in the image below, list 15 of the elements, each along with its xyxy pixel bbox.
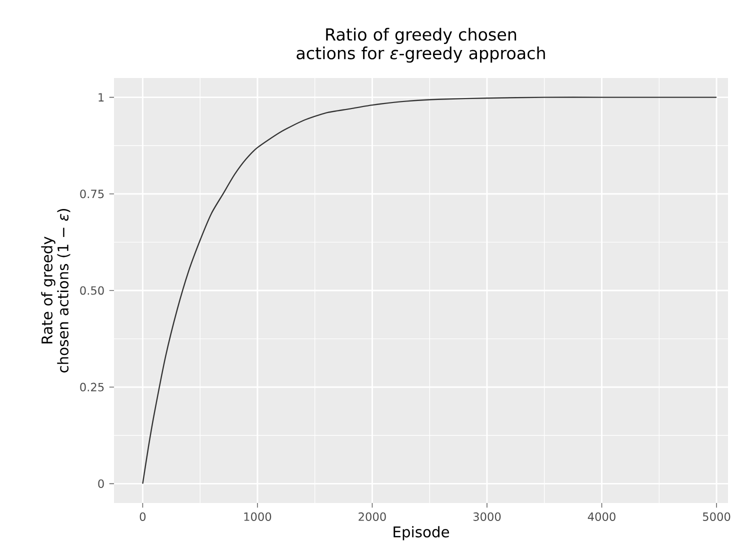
y-tick-label: 0.25 [80, 382, 104, 392]
x-tick-label: 3000 [473, 512, 501, 521]
x-tick-label: 1000 [244, 512, 272, 521]
x-tick-label: 4000 [588, 512, 616, 521]
x-tick-label: 0 [140, 512, 146, 521]
y-tick-label: 0 [98, 479, 104, 488]
y-tick-label: 0.50 [80, 286, 104, 295]
x-tick-label: 5000 [702, 512, 730, 521]
y-axis-title: Rate of greedy chosen actions (1 − ε) [41, 208, 70, 372]
chart-title: Ratio of greedy chosen actions for ε-greedy approach [296, 28, 545, 63]
line-series [142, 96, 718, 484]
y-tick-label: 1 [98, 93, 104, 102]
x-axis-title: Episode [394, 526, 450, 540]
y-tick-label: 0.75 [80, 190, 104, 198]
x-tick-label: 2000 [358, 512, 386, 521]
